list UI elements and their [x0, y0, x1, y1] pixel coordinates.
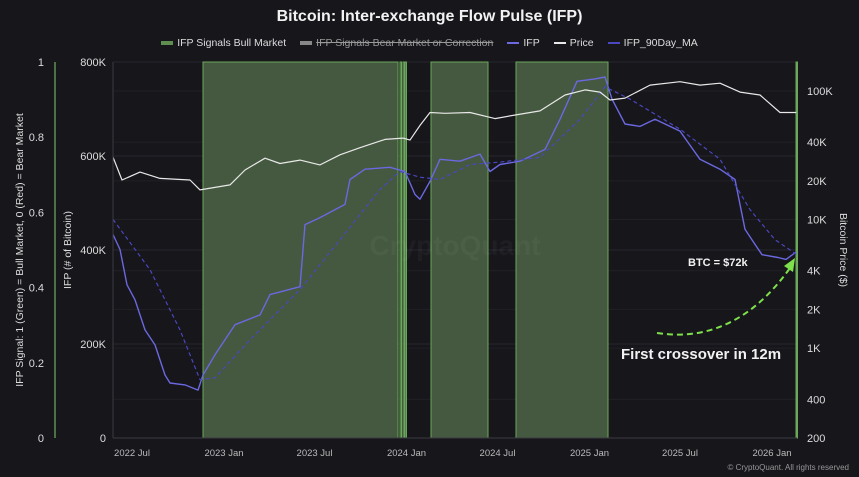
legend-label-bull: IFP Signals Bull Market	[177, 37, 287, 49]
x-tick-label: 2025 Jan	[570, 448, 609, 459]
legend-label-price: Price	[569, 37, 594, 49]
signal-tick-label: 0.6	[29, 207, 44, 219]
legend-label-ifp: IFP	[523, 37, 540, 49]
price-tick-label: 2K	[807, 304, 821, 316]
crossover-arrowhead-icon	[784, 258, 795, 272]
x-tick-label: 2025 Jul	[662, 448, 698, 459]
x-tick-label: 2026 Jan	[752, 448, 791, 459]
price-tick-label: 4K	[807, 266, 821, 278]
bull-market-band	[515, 61, 609, 439]
price-tick-label: 100K	[807, 86, 833, 98]
signal-tick-label: 0.4	[29, 283, 44, 295]
legend: IFP Signals Bull Market IFP Signals Bear…	[0, 37, 859, 49]
bull-market-band	[430, 61, 489, 439]
ifp-tick-label: 200K	[80, 339, 106, 351]
x-tick-label: 2024 Jan	[387, 448, 426, 459]
signal-tick-label: 0	[38, 433, 44, 445]
legend-item-ifp[interactable]: IFP	[507, 37, 540, 49]
legend-swatch-bull	[161, 41, 174, 45]
btc-price-annotation: BTC = $72k	[688, 257, 748, 269]
x-tick-label: 2023 Jul	[297, 448, 333, 459]
signal-tick-label: 0.2	[29, 358, 44, 370]
series-line-price	[112, 81, 797, 191]
x-tick-label: 2024 Jul	[480, 448, 516, 459]
price-tick-label: 200	[807, 433, 825, 445]
ifp-tick-label: 0	[100, 433, 106, 445]
ifp-tick-label: 400K	[80, 245, 106, 257]
legend-label-bear: IFP Signals Bear Market or Correction	[316, 37, 494, 49]
legend-item-ma[interactable]: IFP_90Day_MA	[607, 37, 698, 49]
signal-tick-label: 0.8	[29, 132, 44, 144]
price-tick-label: 20K	[807, 176, 827, 188]
price-tick-label: 40K	[807, 137, 827, 149]
chart-title: Bitcoin: Inter-exchange Flow Pulse (IFP)	[276, 8, 583, 25]
legend-item-bull[interactable]: IFP Signals Bull Market	[161, 37, 286, 49]
ifp-tick-label: 800K	[80, 57, 106, 69]
legend-swatch-ifp	[507, 42, 520, 44]
crossover-annotation: First crossover in 12m	[621, 346, 781, 363]
series-line-ifp-90day-ma	[112, 86, 798, 381]
ifp-axis-title: IFP (# of Bitcoin)	[62, 211, 74, 289]
watermark: CryptoQuant	[369, 230, 540, 261]
crossover-arrow	[656, 267, 791, 336]
ifp-tick-label: 600K	[80, 151, 106, 163]
series-line-ifp	[112, 76, 798, 391]
legend-swatch-bear	[300, 41, 313, 45]
price-axis-title: Bitcoin Price ($)	[837, 213, 849, 287]
x-tick-label: 2023 Jan	[204, 448, 243, 459]
price-tick-label: 1K	[807, 343, 821, 355]
x-tick-label: 2022 Jul	[114, 448, 150, 459]
legend-item-price[interactable]: Price	[553, 37, 594, 49]
copyright-credit: © CryptoQuant. All rights reserved	[727, 463, 850, 472]
legend-item-bear[interactable]: IFP Signals Bear Market or Correction	[300, 37, 493, 49]
price-tick-label: 10K	[807, 215, 827, 227]
bull-market-band	[202, 61, 399, 439]
legend-swatch-price	[553, 42, 566, 44]
price-tick-label: 400	[807, 394, 825, 406]
signal-tick-label: 1	[38, 57, 44, 69]
signal-axis-title: IFP Signal: 1 (Green) = Bull Market, 0 (…	[14, 113, 26, 387]
legend-label-ma: IFP_90Day_MA	[623, 37, 698, 49]
legend-swatch-ma	[607, 42, 620, 44]
